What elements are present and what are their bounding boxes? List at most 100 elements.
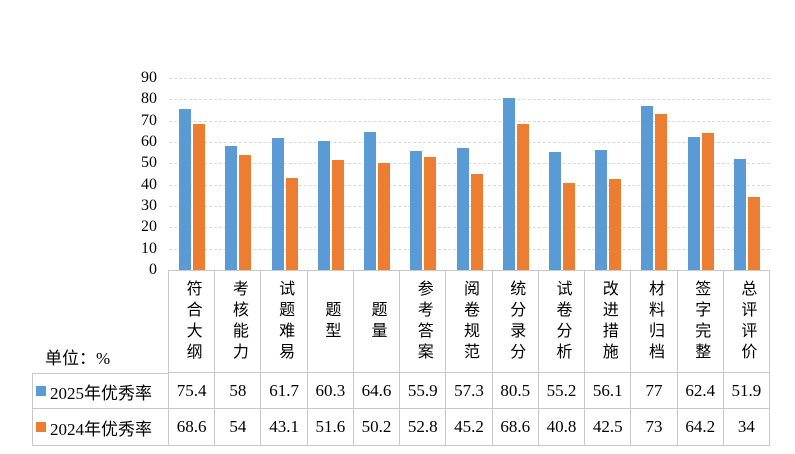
value-cell-s0-c2: 61.7: [261, 373, 308, 409]
category-cell-6: 阅卷规范: [446, 271, 493, 373]
bar-series0-cat1: [225, 146, 238, 270]
value-cell-s0-c6: 57.3: [446, 373, 493, 409]
category-label: 考核能力: [229, 279, 247, 364]
legend-marker-1: [36, 422, 46, 432]
value-cell-s1-c0: 68.6: [169, 409, 216, 446]
value-cell-s0-c8: 55.2: [538, 373, 586, 409]
y-tick-20: 20: [141, 218, 157, 236]
gridline-70: [169, 120, 770, 122]
category-cell-2: 试题难易: [261, 271, 308, 373]
category-axis-row: 符合大纲 考核能力 试题难易 题型 题量 参考答案 阅卷规范 统分录分 试卷分析 改进措施 材料归档…: [168, 270, 771, 373]
category-cell-12: 总评评价: [723, 271, 771, 373]
y-tick-70: 70: [141, 111, 157, 129]
gridline-30: [169, 206, 770, 207]
value-cell-s0-c11: 62.4: [677, 373, 724, 409]
bar-series1-cat4: [378, 162, 391, 270]
category-label: 统分录分: [507, 279, 525, 364]
series-legend-label-1: 2024年优秀率: [33, 409, 169, 446]
bar-series1-cat6: [470, 173, 483, 270]
bar-series0-cat12: [733, 159, 746, 270]
bar-series0-cat3: [317, 141, 330, 270]
y-tick-60: 60: [141, 133, 157, 150]
value-cell-s1-c3: 51.6: [307, 409, 354, 446]
plot-area: [169, 78, 770, 270]
gridline-40: [169, 184, 770, 186]
value-cell-s1-c1: 54: [215, 409, 262, 446]
category-label: 材料归档: [645, 279, 663, 364]
y-tick-0: 0: [149, 261, 157, 278]
value-cell-s1-c11: 64.2: [677, 409, 724, 446]
category-label: 试卷分析: [553, 279, 571, 364]
bar-series0-cat6: [456, 147, 469, 270]
value-cell-s0-c12: 51.9: [723, 373, 771, 409]
bar-series0-cat11: [687, 136, 700, 270]
unit-label: 单位：%: [45, 349, 111, 368]
series-row-1: 2024年优秀率 68.6 54 43.1 51.6 50.2 52.8 45.2 68.6 40…: [32, 409, 771, 446]
category-label: 签字完整: [692, 279, 710, 364]
category-label: 总评评价: [738, 279, 756, 364]
bar-series1-cat5: [424, 157, 437, 270]
series-row-0: 2025年优秀率 75.4 58 61.7 60.3 64.6 55.9 57.3 80.5 55…: [32, 373, 771, 409]
bar-series1-cat8: [562, 182, 575, 270]
y-tick-90: 90: [141, 69, 157, 86]
bar-series1-cat11: [701, 133, 714, 270]
category-cell-0: 符合大纲: [169, 271, 216, 373]
bar-series1-cat2: [285, 178, 298, 270]
bar-series1-cat9: [609, 179, 622, 270]
gridline-20: [169, 227, 770, 229]
y-tick-50: 50: [141, 154, 157, 172]
bar-series0-cat5: [410, 150, 423, 270]
category-cell-11: 签字完整: [677, 271, 724, 373]
category-cell-3: 题型: [307, 271, 354, 373]
value-cell-s1-c8: 40.8: [538, 409, 586, 446]
category-label: 参考答案: [414, 279, 432, 364]
bar-series0-cat8: [548, 152, 561, 270]
bar-series0-cat7: [502, 98, 515, 270]
value-cell-s0-c10: 77: [631, 373, 678, 409]
y-tick-30: 30: [141, 197, 157, 214]
gridline-90: [169, 78, 770, 79]
category-label: 试题难易: [276, 279, 294, 364]
value-cell-s0-c5: 55.9: [400, 373, 447, 409]
gridline-80: [169, 99, 770, 101]
value-cell-s0-c9: 56.1: [585, 373, 632, 409]
series-name: 2024年优秀率: [50, 419, 152, 439]
bar-series0-cat2: [271, 138, 284, 270]
gridline-10: [169, 248, 770, 250]
bar-series0-cat4: [364, 132, 377, 270]
category-label: 题型: [322, 300, 340, 343]
bar-series1-cat7: [516, 123, 529, 270]
value-cell-s0-c7: 80.5: [492, 373, 539, 409]
category-cell-8: 试卷分析: [538, 271, 586, 373]
category-cell-1: 考核能力: [215, 271, 262, 373]
category-label: 题量: [368, 300, 386, 343]
y-tick-80: 80: [141, 90, 157, 108]
value-cell-s0-c0: 75.4: [169, 373, 216, 409]
value-cell-s1-c5: 52.8: [400, 409, 447, 446]
value-cell-s1-c7: 68.6: [492, 409, 539, 446]
category-label: 符合大纲: [183, 279, 201, 364]
category-cell-5: 参考答案: [400, 271, 447, 373]
bar-series0-cat0: [179, 109, 192, 270]
series-legend-label-0: 2025年优秀率: [33, 373, 169, 409]
gridline-60: [169, 142, 770, 143]
bar-series1-cat12: [747, 197, 760, 270]
category-cell-10: 材料归档: [631, 271, 678, 373]
bar-series1-cat10: [655, 114, 668, 270]
value-cell-s1-c2: 43.1: [261, 409, 308, 446]
value-cell-s0-c1: 58: [215, 373, 262, 409]
legend-marker-0: [36, 386, 46, 396]
bar-series1-cat1: [239, 154, 252, 270]
value-cell-s1-c9: 42.5: [585, 409, 632, 446]
category-label: 阅卷规范: [461, 279, 479, 364]
y-tick-40: 40: [141, 175, 157, 193]
value-cell-s1-c6: 45.2: [446, 409, 493, 446]
bar-series1-cat3: [331, 159, 344, 270]
y-tick-10: 10: [141, 239, 157, 257]
value-cell-s1-c10: 73: [631, 409, 678, 446]
series-name: 2025年优秀率: [50, 383, 152, 403]
value-cell-s0-c4: 64.6: [353, 373, 401, 409]
bar-series0-cat10: [641, 105, 654, 270]
gridline-50: [169, 163, 770, 165]
